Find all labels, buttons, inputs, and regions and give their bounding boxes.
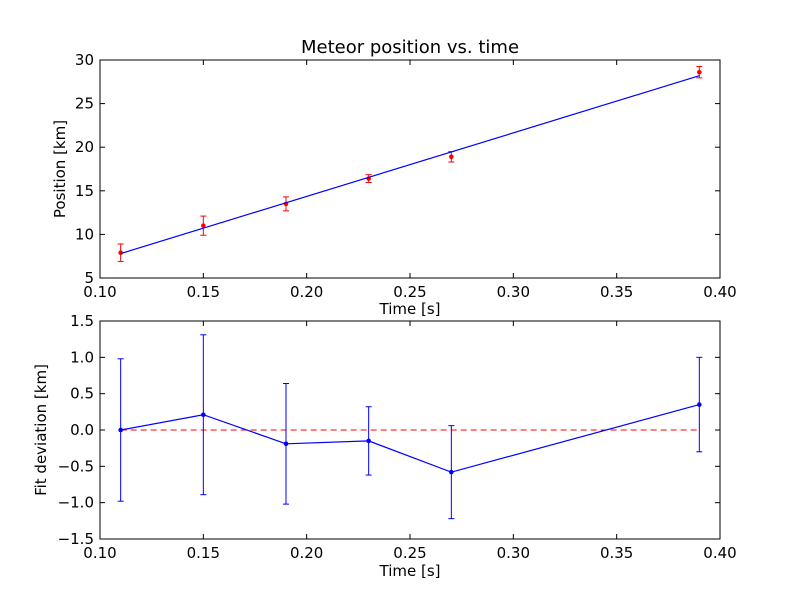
deviation-x-tick-label: 0.20 <box>290 544 323 562</box>
deviation-x-tick-label: 0.30 <box>497 544 530 562</box>
deviation-x-tick-label: 0.10 <box>83 544 116 562</box>
deviation-y-tick-label: −1.0 <box>58 494 94 512</box>
position-y-tick-label: 20 <box>75 138 94 156</box>
deviation-x-ticks: 0.10 0.15 0.20 0.25 0.30 0.35 0.40 <box>83 321 737 562</box>
position-data-point <box>697 69 702 75</box>
position-x-tick-label: 0.20 <box>290 283 323 301</box>
position-x-tick-label: 0.15 <box>187 283 220 301</box>
position-x-tick-label: 0.10 <box>83 283 116 301</box>
deviation-x-tick-label: 0.40 <box>703 544 736 562</box>
position-axes-frame <box>99 59 721 279</box>
position-x-tick-label: 0.30 <box>497 283 530 301</box>
chart-title: Meteor position vs. time <box>301 37 519 58</box>
deviation-y-ticks: −1.5 −1.0 −0.5 0.0 0.5 1.0 1.5 <box>58 312 720 548</box>
position-y-tick-label: 25 <box>75 95 94 113</box>
deviation-y-tick-label: 0.5 <box>70 385 94 403</box>
position-y-axis-label: Position [km] <box>51 120 69 218</box>
deviation-y-tick-label: 1.0 <box>70 348 94 366</box>
deviation-series-line <box>120 403 700 473</box>
position-data-point <box>449 154 454 160</box>
position-data-point <box>118 250 123 256</box>
deviation-x-axis-label: Time [s] <box>379 562 441 580</box>
deviation-data-point <box>366 438 371 444</box>
position-y-tick-label: 15 <box>75 182 94 200</box>
deviation-x-tick-label: 0.25 <box>393 544 426 562</box>
deviation-data-point <box>449 469 454 475</box>
position-y-tick-label: 10 <box>75 225 94 243</box>
deviation-y-tick-label: 0.0 <box>70 421 94 439</box>
deviation-data-point <box>201 412 206 418</box>
deviation-y-axis-label: Fit deviation [km] <box>32 364 50 496</box>
deviation-data-point <box>118 427 123 433</box>
deviation-subplot: 0.10 0.15 0.20 0.25 0.30 0.35 0.40 −1.5 −1.0 −0.… <box>32 312 737 580</box>
deviation-marks <box>117 334 703 520</box>
deviation-x-tick-label: 0.15 <box>187 544 220 562</box>
position-y-tick-label: 5 <box>84 269 94 287</box>
position-x-tick-label: 0.35 <box>600 283 633 301</box>
position-x-axis-label: Time [s] <box>379 300 441 318</box>
deviation-y-tick-label: −1.5 <box>58 530 94 548</box>
position-marks <box>117 66 703 262</box>
position-y-tick-label: 30 <box>75 51 94 69</box>
position-subplot: Meteor position vs. time 0.10 0.15 0.20 0.2… <box>51 37 737 318</box>
position-x-ticks: 0.10 0.15 0.20 0.25 0.30 0.35 0.40 <box>83 60 737 301</box>
position-x-tick-label: 0.25 <box>393 283 426 301</box>
deviation-y-tick-label: −0.5 <box>58 457 94 475</box>
position-fit-line <box>120 75 700 255</box>
position-x-tick-label: 0.40 <box>703 283 736 301</box>
deviation-y-tick-label: 1.5 <box>70 312 94 330</box>
position-data-point <box>201 223 206 228</box>
deviation-x-tick-label: 0.35 <box>600 544 633 562</box>
position-y-ticks: 5 10 15 20 25 30 <box>75 51 720 287</box>
deviation-data-point <box>697 402 702 407</box>
deviation-data-point <box>283 441 289 447</box>
